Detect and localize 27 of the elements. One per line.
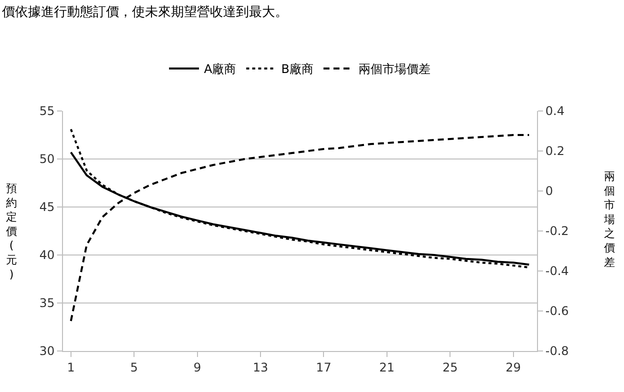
y2-axis-title: 兩個市場之價差 bbox=[603, 170, 615, 269]
y-axis-title: 預約定價(元) bbox=[6, 182, 17, 281]
text: 價依據進行動態訂價，使未來期望營收達到最大。 bbox=[2, 5, 288, 20]
y2-tick-label: 0 bbox=[545, 184, 554, 198]
legend-label: 兩個市場價差 bbox=[358, 62, 430, 76]
y2-tick-label: -0.8 bbox=[545, 344, 569, 358]
legend-label: B廠商 bbox=[281, 62, 314, 76]
x-tick-label: 5 bbox=[130, 360, 138, 374]
y2-tick-label: -0.4 bbox=[545, 264, 569, 278]
y-tick-label: 45 bbox=[39, 200, 55, 214]
x-tick-label: 25 bbox=[442, 360, 458, 374]
x-tick-label: 21 bbox=[379, 360, 395, 374]
x-tick-label: 17 bbox=[316, 360, 332, 374]
y-tick-label: 55 bbox=[39, 104, 55, 118]
y-tick-label: 40 bbox=[39, 248, 55, 262]
y2-tick-label: 0.4 bbox=[545, 104, 564, 118]
y-tick-label: 50 bbox=[39, 152, 55, 166]
y2-tick-label: -0.6 bbox=[545, 304, 569, 318]
legend-label: A廠商 bbox=[204, 62, 236, 76]
x-tick-label: 9 bbox=[193, 360, 202, 374]
y-tick-label: 35 bbox=[39, 296, 55, 310]
x-tick-label: 1 bbox=[67, 360, 75, 374]
y2-tick-label: 0.2 bbox=[545, 144, 564, 158]
x-tick-label: 29 bbox=[506, 360, 521, 374]
y2-tick-label: -0.2 bbox=[545, 224, 569, 238]
x-tick-label: 13 bbox=[252, 360, 268, 374]
y-tick-label: 30 bbox=[39, 344, 55, 358]
